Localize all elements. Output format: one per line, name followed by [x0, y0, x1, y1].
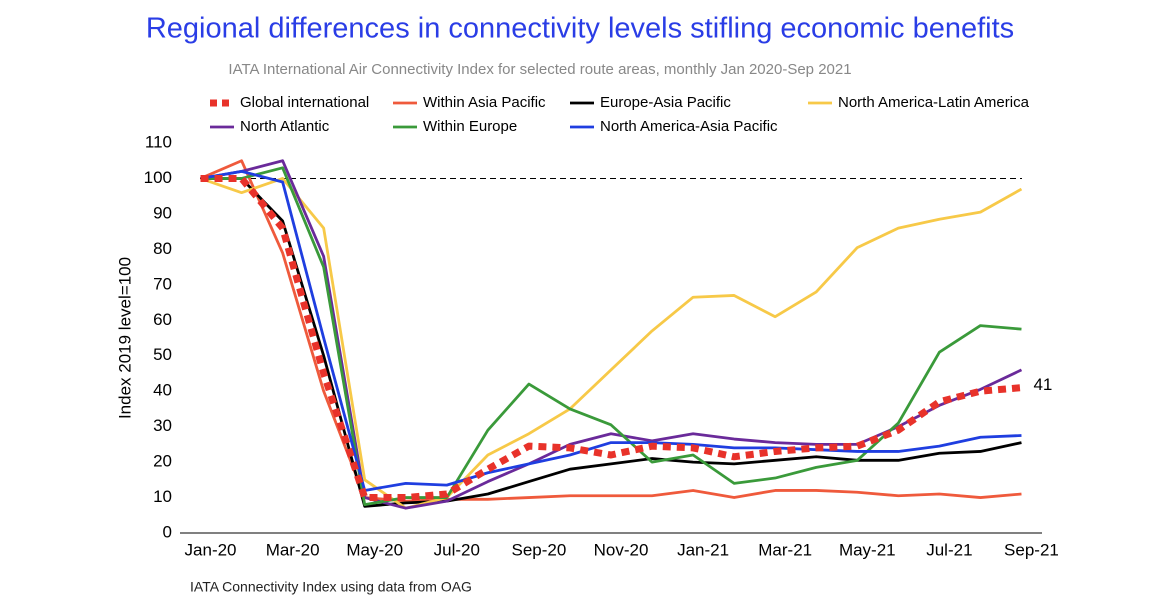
chart-subtitle: IATA International Air Connectivity Inde…: [228, 61, 851, 78]
x-tick-label: Nov-20: [594, 540, 649, 559]
series-line: [200, 177, 1023, 510]
y-tick-label: 0: [163, 522, 172, 541]
y-tick-label: 100: [144, 168, 172, 187]
x-tick-label: Mar-20: [266, 540, 320, 559]
x-tick-label: Jan-21: [677, 540, 729, 559]
legend-label: North America-Asia Pacific: [600, 118, 778, 135]
source-note: IATA Connectivity Index using data from …: [190, 579, 472, 595]
legend-label: Within Asia Pacific: [423, 94, 546, 111]
legend-label: North Atlantic: [240, 118, 330, 135]
y-tick-label: 110: [145, 132, 172, 151]
y-tick-label: 70: [153, 274, 172, 293]
x-tick-label: May-21: [839, 540, 896, 559]
y-tick-label: 30: [153, 416, 172, 435]
legend-label: North America-Latin America: [838, 94, 1030, 111]
y-tick-label: 90: [153, 203, 172, 222]
x-tick-label: Sep-21: [1004, 540, 1059, 559]
x-tick-label: Jul-20: [434, 540, 480, 559]
y-tick-label: 40: [153, 381, 172, 400]
x-tick-label: Mar-21: [758, 540, 812, 559]
y-tick-label: 20: [153, 452, 172, 471]
chart-title: Regional differences in connectivity lev…: [146, 13, 1014, 45]
legend-label: Europe-Asia Pacific: [600, 94, 731, 111]
series-line: [200, 177, 1022, 508]
legend-label: Within Europe: [423, 118, 517, 135]
x-tick-label: Sep-20: [511, 540, 566, 559]
y-tick-label: 50: [153, 345, 172, 364]
x-tick-label: Jan-20: [185, 540, 237, 559]
x-tick-label: Jul-21: [926, 540, 972, 559]
x-tick-label: May-20: [346, 540, 403, 559]
series-line: [200, 169, 1022, 492]
end-label: 41: [1033, 375, 1052, 394]
y-tick-label: 80: [153, 239, 172, 258]
legend-label: Global international: [240, 94, 369, 111]
series-line: [200, 174, 1022, 502]
y-tick-label: 60: [153, 310, 172, 329]
series-line: [199, 159, 1022, 503]
y-tick-label: 10: [153, 487, 172, 506]
y-axis-label: Index 2019 level=100: [115, 257, 134, 419]
